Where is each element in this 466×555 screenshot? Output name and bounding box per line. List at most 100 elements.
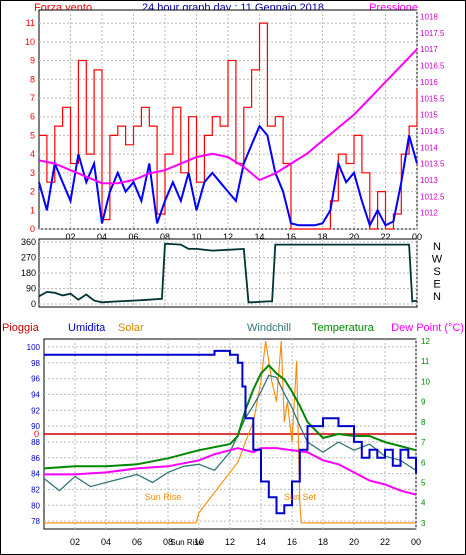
pressure-y-tick: 1014.5 (420, 127, 445, 136)
temperature-y-tick: 3 (421, 519, 426, 528)
wind-y-tick: 5 (30, 130, 35, 140)
humidity-y-tick: 84 (31, 470, 40, 479)
temperature-line (43, 363, 417, 470)
rain-value-label: 0 (34, 429, 39, 439)
pressure-y-tick: 1016 (420, 78, 438, 87)
humidity-y-tick: 100 (27, 343, 41, 352)
humidity-y-tick: 90 (31, 422, 40, 431)
direction-y-tick: 180 (21, 268, 36, 278)
wind-y-tick: 0 (30, 224, 35, 234)
temperature-y-tick: 5 (421, 479, 426, 488)
temperature-y-tick: 6 (421, 458, 426, 467)
temperature-y-tick: 8 (421, 418, 426, 427)
wind-x-tick: 04 (97, 232, 107, 242)
compass-label: N (433, 291, 441, 303)
temperature-y-tick: 7 (421, 438, 426, 447)
compass-label: N (433, 241, 441, 253)
temperature-y-tick: 10 (421, 377, 430, 386)
temp-x-tick: 18 (318, 537, 328, 547)
humidity-y-tick: 80 (31, 501, 40, 510)
temperature-y-tick: 11 (421, 357, 430, 366)
wind-x-tick: 16 (286, 232, 296, 242)
wind-y-tick: 7 (30, 93, 35, 103)
wind-gust-line (39, 22, 418, 230)
pressure-line (38, 48, 418, 185)
legend-dewpoint: Dew Point (°C) (391, 322, 464, 334)
pressure-y-tick: 1015.5 (420, 94, 445, 103)
rain-label: Pioggia (2, 322, 40, 334)
humidity-y-tick: 86 (31, 454, 40, 463)
solar-line (44, 340, 416, 524)
sunset-annotation: Sun Set (284, 492, 317, 502)
pressure-y-tick: 1017 (420, 45, 438, 54)
wind-average-line (38, 124, 418, 228)
legend-humidity: Umidita (68, 322, 106, 334)
wind-x-tick: 18 (317, 232, 327, 242)
wind-y-tick: 4 (30, 149, 35, 159)
legend-temperature: Temperatura (312, 322, 375, 334)
wind-y-tick: 2 (30, 187, 35, 197)
sunrise-annotation: Sun Rise (145, 492, 182, 502)
temp-x-tick: 04 (101, 537, 111, 547)
temp-x-tick: 10 (194, 537, 204, 547)
compass-label: E (433, 279, 440, 291)
wind-direction-line (38, 242, 418, 304)
humidity-y-tick: 98 (31, 359, 40, 368)
legend-solar: Solar (118, 322, 144, 334)
temp-x-tick: 22 (380, 537, 390, 547)
humidity-y-tick: 88 (31, 438, 40, 447)
wind-x-tick: 02 (65, 232, 75, 242)
temp-x-tick: 12 (225, 537, 235, 547)
direction-y-tick: 360 (21, 237, 36, 247)
pressure-y-tick: 1017.5 (420, 29, 445, 38)
wind-y-tick: 11 (26, 18, 35, 28)
wind-y-tick: 9 (30, 56, 35, 66)
pressure-y-tick: 1012.5 (420, 192, 445, 201)
wind-y-tick: 8 (30, 74, 35, 84)
temp-x-tick: 20 (349, 537, 359, 547)
windchill-line (43, 374, 417, 492)
pressure-y-tick: 1018 (420, 13, 438, 22)
temperature-y-tick: 4 (421, 499, 426, 508)
temperature-y-tick: 9 (421, 398, 426, 407)
pressure-y-tick: 1013.5 (420, 160, 445, 169)
pressure-y-tick: 1013 (420, 176, 438, 185)
temp-x-tick: Sun Rise (170, 538, 203, 547)
compass-label: S (433, 266, 440, 278)
wind-x-tick: 00 (412, 232, 422, 242)
temp-x-tick: 06 (132, 537, 142, 547)
wind-y-tick: 1 (30, 205, 35, 215)
temp-x-tick: 14 (256, 537, 266, 547)
wind-x-tick: 08 (160, 232, 170, 242)
wind-x-tick: 22 (380, 232, 390, 242)
pressure-y-tick: 1016.5 (420, 62, 445, 71)
temperature-humidity-panel: Pioggia Umidita Solar Windchill Temperat… (2, 322, 464, 547)
wind-x-tick: 14 (254, 232, 264, 242)
temp-x-tick: 00 (411, 537, 421, 547)
direction-y-tick: 0 (31, 299, 36, 309)
pressure-y-tick: 1015 (420, 111, 438, 120)
wind-x-tick: 10 (191, 232, 201, 242)
temp-x-tick: 02 (70, 537, 80, 547)
temperature-y-tick: 12 (421, 337, 430, 346)
humidity-y-tick: 78 (31, 517, 40, 526)
wind-x-tick: 06 (128, 232, 138, 242)
wind-y-tick: 10 (25, 37, 35, 47)
pressure-y-tick: 1012 (420, 209, 438, 218)
wind-x-tick: 20 (349, 232, 359, 242)
wind-pressure-panel: Forza vento 24 hour graph day : 11 Genna… (25, 2, 445, 242)
legend-windchill: Windchill (247, 322, 291, 334)
pressure-y-tick: 1014 (420, 143, 438, 152)
wind-x-tick: 12 (223, 232, 233, 242)
humidity-y-tick: 94 (31, 390, 40, 399)
humidity-y-tick: 92 (31, 406, 40, 415)
temp-x-tick: 16 (287, 537, 297, 547)
temp-x-tick: 08 (163, 537, 173, 547)
humidity-y-tick: 96 (31, 375, 40, 384)
wind-y-tick: 3 (30, 168, 35, 178)
compass-label: W (432, 254, 443, 266)
wind-y-tick: 6 (30, 112, 35, 122)
direction-y-tick: 90 (26, 284, 36, 294)
